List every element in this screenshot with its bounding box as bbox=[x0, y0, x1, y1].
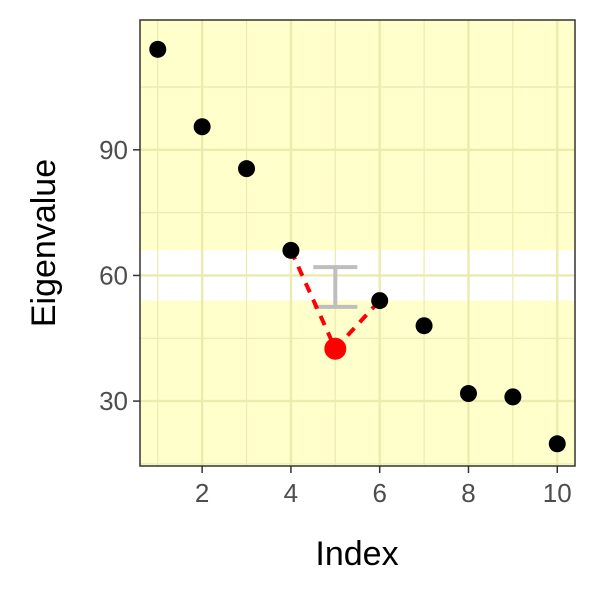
x-axis-title: Index bbox=[315, 535, 398, 573]
data-point bbox=[459, 385, 477, 403]
y-axis: 30 60 90 bbox=[99, 135, 140, 416]
y-tick-label: 90 bbox=[99, 135, 128, 165]
x-tick-label: 4 bbox=[284, 478, 298, 508]
data-point bbox=[238, 160, 256, 178]
x-tick-label: 8 bbox=[461, 478, 475, 508]
x-tick-label: 2 bbox=[195, 478, 209, 508]
x-tick-label: 10 bbox=[543, 478, 572, 508]
data-point bbox=[282, 241, 300, 259]
data-point bbox=[193, 118, 211, 136]
data-point bbox=[371, 292, 389, 310]
data-point bbox=[504, 388, 522, 406]
y-tick-label: 60 bbox=[99, 260, 128, 290]
y-axis-title: Eigenvalue bbox=[25, 159, 63, 327]
connector-line bbox=[289, 249, 382, 353]
highlight-point bbox=[324, 337, 347, 360]
panel-border bbox=[139, 19, 576, 467]
data-point bbox=[149, 40, 167, 58]
y-tick-label: 30 bbox=[99, 386, 128, 416]
data-points bbox=[149, 40, 566, 453]
data-point bbox=[548, 435, 566, 453]
x-axis: 2 4 6 8 10 bbox=[195, 466, 572, 508]
panel-background bbox=[140, 20, 575, 466]
x-tick-label: 6 bbox=[372, 478, 386, 508]
interval-bar bbox=[313, 265, 358, 309]
data-point bbox=[415, 317, 433, 335]
